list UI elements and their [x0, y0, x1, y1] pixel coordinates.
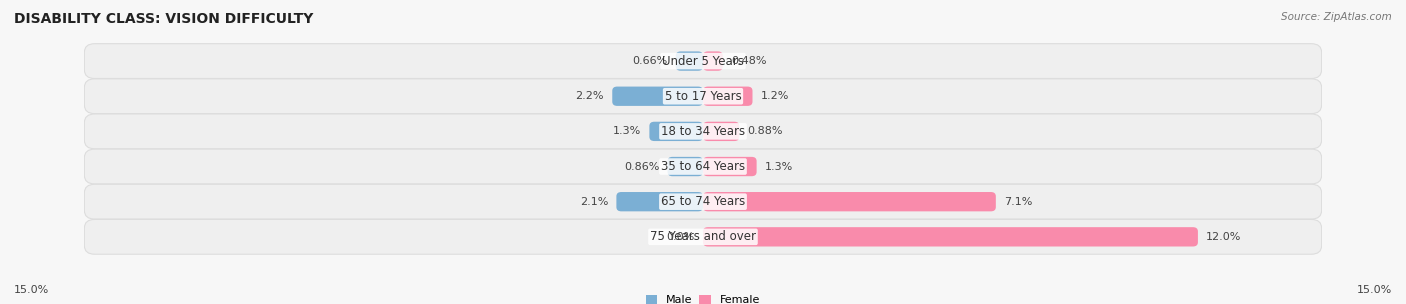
Text: 7.1%: 7.1% — [1004, 197, 1032, 207]
FancyBboxPatch shape — [612, 87, 703, 106]
FancyBboxPatch shape — [650, 122, 703, 141]
Text: 1.3%: 1.3% — [613, 126, 641, 136]
FancyBboxPatch shape — [84, 44, 1322, 78]
FancyBboxPatch shape — [84, 79, 1322, 114]
Text: 15.0%: 15.0% — [1357, 285, 1392, 295]
FancyBboxPatch shape — [84, 184, 1322, 219]
FancyBboxPatch shape — [616, 192, 703, 211]
Text: 18 to 34 Years: 18 to 34 Years — [661, 125, 745, 138]
FancyBboxPatch shape — [703, 51, 723, 71]
Text: 12.0%: 12.0% — [1206, 232, 1241, 242]
FancyBboxPatch shape — [703, 227, 1198, 247]
Text: 15.0%: 15.0% — [14, 285, 49, 295]
Text: 0.48%: 0.48% — [731, 56, 766, 66]
FancyBboxPatch shape — [84, 149, 1322, 184]
Text: DISABILITY CLASS: VISION DIFFICULTY: DISABILITY CLASS: VISION DIFFICULTY — [14, 12, 314, 26]
Text: Source: ZipAtlas.com: Source: ZipAtlas.com — [1281, 12, 1392, 22]
Legend: Male, Female: Male, Female — [647, 295, 759, 304]
FancyBboxPatch shape — [84, 219, 1322, 254]
Text: 1.3%: 1.3% — [765, 161, 793, 171]
Text: 0.0%: 0.0% — [666, 232, 695, 242]
FancyBboxPatch shape — [703, 122, 740, 141]
Text: 2.2%: 2.2% — [575, 91, 605, 101]
Text: Under 5 Years: Under 5 Years — [662, 55, 744, 67]
Text: 2.1%: 2.1% — [579, 197, 609, 207]
FancyBboxPatch shape — [676, 51, 703, 71]
Text: 0.88%: 0.88% — [748, 126, 783, 136]
Text: 75 Years and over: 75 Years and over — [650, 230, 756, 243]
Text: 0.66%: 0.66% — [633, 56, 668, 66]
Text: 1.2%: 1.2% — [761, 91, 789, 101]
FancyBboxPatch shape — [703, 157, 756, 176]
FancyBboxPatch shape — [703, 192, 995, 211]
FancyBboxPatch shape — [668, 157, 703, 176]
Text: 5 to 17 Years: 5 to 17 Years — [665, 90, 741, 103]
FancyBboxPatch shape — [703, 87, 752, 106]
FancyBboxPatch shape — [84, 114, 1322, 149]
Text: 35 to 64 Years: 35 to 64 Years — [661, 160, 745, 173]
Text: 65 to 74 Years: 65 to 74 Years — [661, 195, 745, 208]
Text: 0.86%: 0.86% — [624, 161, 659, 171]
